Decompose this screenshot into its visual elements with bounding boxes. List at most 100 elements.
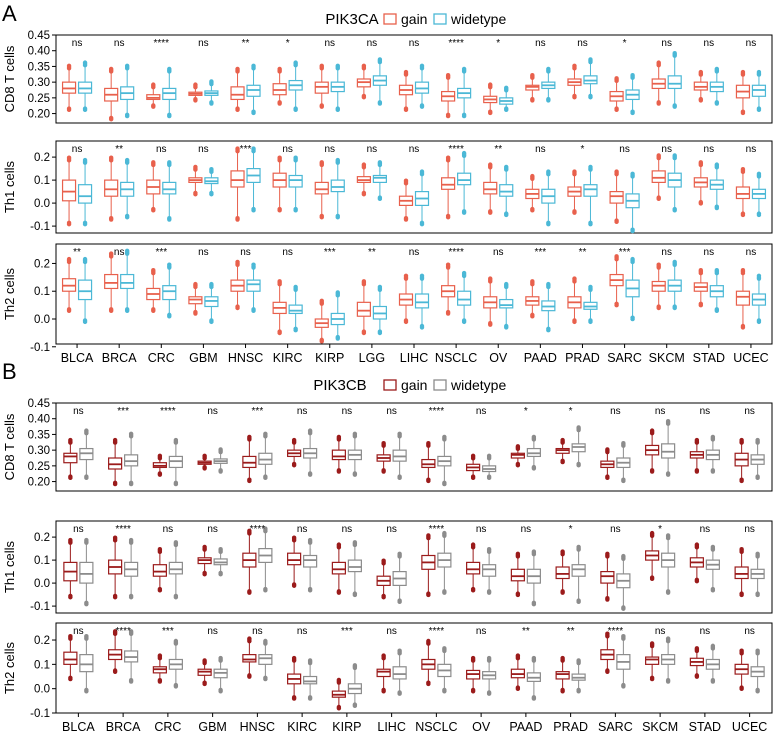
box-wildtype-hnsc xyxy=(258,431,273,481)
box-gain-crc xyxy=(146,160,161,213)
box-wildtype-kirc xyxy=(288,155,303,213)
significance-label: ns xyxy=(114,247,125,258)
outlier-point xyxy=(515,444,521,449)
outlier-point xyxy=(68,633,73,639)
outlier-point xyxy=(151,104,156,109)
box-wildtype-kirc xyxy=(288,60,303,113)
outlier-point xyxy=(656,305,661,311)
x-tick-label: SARC xyxy=(607,351,642,365)
outlier-point xyxy=(66,308,72,313)
outlier-point xyxy=(694,646,700,651)
outlier-point xyxy=(649,428,655,433)
box-wildtype-blca xyxy=(79,537,94,607)
box-gain-gbm xyxy=(197,453,212,471)
outlier-point xyxy=(614,254,619,259)
legend-a: gain widetype xyxy=(383,11,506,27)
outlier-point xyxy=(630,72,635,78)
outlier-point xyxy=(470,588,476,593)
box-gain-lihc xyxy=(376,440,391,474)
outlier-point xyxy=(419,104,425,109)
outlier-point xyxy=(336,706,342,711)
box-gain-kirc xyxy=(287,437,302,468)
x-tick-label: CRC xyxy=(154,720,181,734)
outlier-point xyxy=(307,537,313,543)
outlier-point xyxy=(277,101,282,106)
plot-frame xyxy=(55,622,773,714)
legend-b-gain-swatch xyxy=(383,379,397,391)
outlier-point xyxy=(68,537,73,543)
outlier-point xyxy=(461,66,467,72)
outlier-point xyxy=(251,208,256,213)
outlier-point xyxy=(572,169,577,174)
outlier-point xyxy=(698,160,704,165)
outlier-point xyxy=(461,210,467,215)
box-wildtype-paad xyxy=(541,66,556,103)
outlier-point xyxy=(218,469,223,474)
box-gain-sarc xyxy=(609,254,624,308)
outlier-point xyxy=(560,655,565,661)
box-wildtype-ov xyxy=(482,547,497,595)
box-iqr xyxy=(303,554,318,568)
outlier-point xyxy=(560,549,565,554)
box-wildtype-hnsc xyxy=(246,63,261,116)
box-wildtype-kirp xyxy=(330,63,345,113)
outlier-point xyxy=(576,425,581,430)
y-tick-label: 0.0 xyxy=(34,314,50,326)
outlier-point xyxy=(486,691,492,696)
box-iqr xyxy=(168,561,183,575)
outlier-point xyxy=(515,463,521,468)
outlier-point xyxy=(112,669,118,675)
box-wildtype-lihc xyxy=(414,273,430,330)
outlier-point xyxy=(151,268,156,273)
outlier-point xyxy=(630,228,635,234)
box-wildtype-kirc xyxy=(288,284,303,333)
box-wildtype-kirc xyxy=(303,537,318,593)
outlier-point xyxy=(173,437,179,443)
box-gain-gbm xyxy=(188,82,203,103)
x-tick-label: PRAD xyxy=(565,351,600,365)
significance-label: ns xyxy=(744,406,755,417)
box-wildtype-gbm xyxy=(204,281,219,325)
outlier-point xyxy=(361,192,367,197)
box-gain-skcm xyxy=(651,262,666,311)
outlier-point xyxy=(218,689,223,694)
box-wildtype-lgg xyxy=(372,284,387,336)
outlier-point xyxy=(352,592,358,598)
outlier-point xyxy=(291,696,297,701)
significance-label: ** xyxy=(522,626,530,637)
box-gain-ov xyxy=(483,82,498,116)
box-gain-skcm xyxy=(651,153,666,202)
outlier-point xyxy=(235,259,240,265)
outlier-point xyxy=(445,155,451,160)
box-gain-blca xyxy=(61,256,77,313)
box-gain-ucec xyxy=(735,167,751,218)
box-wildtype-blca xyxy=(79,428,94,481)
box-wildtype-paad xyxy=(526,434,541,471)
box-wildtype-kirp xyxy=(347,431,362,477)
outlier-point xyxy=(403,107,409,113)
outlier-point xyxy=(546,221,551,227)
box-gain-hnsc xyxy=(242,434,257,484)
outlier-point xyxy=(739,478,744,484)
box-iqr xyxy=(258,654,273,665)
outlier-point xyxy=(504,325,509,330)
outlier-point xyxy=(361,330,367,336)
outlier-point xyxy=(665,590,671,595)
box-gain-kirc xyxy=(287,655,302,701)
box-gain-ov xyxy=(483,162,498,215)
outlier-point xyxy=(546,66,551,72)
outlier-point xyxy=(588,284,593,290)
significance-label: ns xyxy=(476,406,487,417)
outlier-point xyxy=(739,547,744,552)
outlier-point xyxy=(621,440,626,446)
box-gain-nsclc xyxy=(441,262,456,316)
outlier-point xyxy=(209,167,214,172)
y-axis-label: Th2 cells xyxy=(2,267,17,320)
significance-label: ns xyxy=(73,406,84,417)
box-wildtype-kirp xyxy=(347,663,362,709)
box-wildtype-prad xyxy=(571,544,586,605)
box-wildtype-ucec xyxy=(750,551,765,598)
significance-label: *** xyxy=(162,626,174,637)
outlier-point xyxy=(710,643,716,649)
outlier-point xyxy=(112,481,118,487)
